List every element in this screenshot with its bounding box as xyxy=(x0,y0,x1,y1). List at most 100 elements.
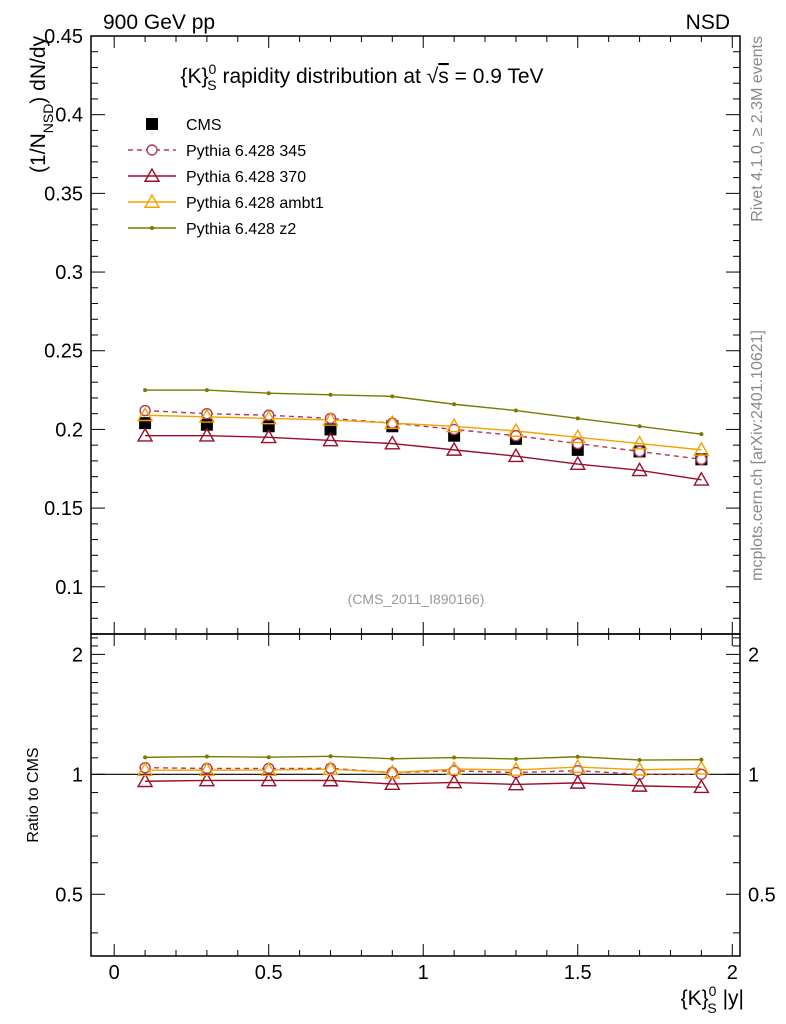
series-z2-point xyxy=(452,402,457,407)
series-z2-ratio-point xyxy=(204,754,209,759)
ratio-tick-label: 0.5 xyxy=(55,884,83,906)
series-345-point xyxy=(695,453,708,466)
y-axis-label: (1/NNSD) dN/dy xyxy=(27,36,56,173)
series-z2-point xyxy=(328,392,333,397)
series-370-ratio-point xyxy=(507,776,525,791)
series-ambt1-line xyxy=(145,414,702,451)
x-axis-label: {K}0 S |y| xyxy=(681,983,744,1016)
series-ambt1-point xyxy=(198,408,216,423)
y-tick-label: 0.45 xyxy=(44,26,83,48)
series-z2-line xyxy=(145,389,702,435)
axis-tick-labels: 0 0.5 1 1.5 2 0.1 0.15 0.2 0.25 0.3 0.35 0.4 0.45 0.5… xyxy=(44,26,776,984)
series-z2-ratio-point xyxy=(575,754,580,759)
series-370-ratio-point xyxy=(569,774,586,789)
series-370-ratio-point xyxy=(322,772,339,787)
series-ambt1-ratio-point xyxy=(445,760,463,776)
series-370-ratio-point xyxy=(384,775,401,790)
series-370-ratio-point xyxy=(198,771,216,787)
mcplots-label: mcplots.cern.ch [arXiv:2401.10621] xyxy=(749,330,766,581)
series-z2-ratio-point xyxy=(452,755,457,760)
legend-ambt1-marker xyxy=(143,193,161,208)
series-z2-point xyxy=(204,388,209,393)
header-right: NSD xyxy=(686,11,730,34)
legend-345-label: Pythia 6.428 345 xyxy=(186,143,306,160)
x-tick-label: 1 xyxy=(418,962,429,984)
series-ambt1-ratio-point xyxy=(384,764,401,779)
ratio-tick-label: 1 xyxy=(72,764,83,786)
y-tick-label: 0.1 xyxy=(55,577,83,599)
series-z2-ratio-point xyxy=(699,757,704,762)
series-z2-point xyxy=(266,391,271,396)
series-z2-point xyxy=(699,432,704,437)
series-z2-ratio-line xyxy=(145,755,702,761)
y-tick-label: 0.15 xyxy=(44,498,83,520)
series-370-point xyxy=(136,427,154,442)
series-ambt1-ratio-point xyxy=(507,761,525,776)
x-tick-label: 0 xyxy=(109,962,120,984)
series-370-point xyxy=(569,455,586,470)
series-370-point xyxy=(631,461,648,477)
series-ambt1-ratio-point xyxy=(569,758,586,774)
series-345-point xyxy=(572,437,584,450)
ratio-tick-label-right: 0.5 xyxy=(748,884,776,906)
y-tick-label: 0.35 xyxy=(44,183,83,205)
series-ambt1-point xyxy=(322,411,339,426)
y-tick-label: 0.3 xyxy=(55,262,83,284)
x-tick-label: 0.5 xyxy=(255,962,283,984)
series-370-ratio-point xyxy=(693,778,710,794)
series-z2-point xyxy=(390,394,395,399)
series-ambt1-ratio-line xyxy=(145,766,702,774)
series-z2-ratio-point xyxy=(266,755,271,760)
series-z2-ratio-point xyxy=(513,756,518,761)
series-370-point xyxy=(445,441,463,456)
ratio-frame xyxy=(90,633,741,957)
series-370-ratio-line xyxy=(145,779,702,788)
series-z2-point xyxy=(143,388,148,393)
series-z2-ratio-point xyxy=(143,755,148,760)
series-370-point xyxy=(693,471,710,486)
x-tick-label: 1.5 xyxy=(564,962,592,984)
rivet-label: Rivet 4.1.0, ≥ 2.3M events xyxy=(749,36,766,222)
series-370-ratio-point xyxy=(445,774,463,789)
series-z2-ratio-point xyxy=(328,754,333,759)
ratio-tick-label-right: 1 xyxy=(748,764,759,786)
series-ambt1-ratio-point xyxy=(260,761,277,777)
series-ambt1-ratio-point xyxy=(136,761,154,777)
legend-z2-label: Pythia 6.428 z2 xyxy=(186,221,296,238)
series-345-line xyxy=(145,409,702,461)
series-370-point xyxy=(260,428,277,444)
legend-345-marker xyxy=(146,144,158,156)
series-370-point xyxy=(384,435,401,450)
series-ambt1-point xyxy=(384,414,401,430)
series-370-ratio-point xyxy=(260,772,277,787)
ratio-lines xyxy=(145,755,702,788)
series-z2-point xyxy=(575,416,580,421)
legend-370-label: Pythia 6.428 370 xyxy=(186,169,306,186)
series-ambt1-ratio-point xyxy=(631,761,648,776)
series-370-point xyxy=(507,447,525,463)
series-lines xyxy=(145,389,702,481)
legend-370-marker xyxy=(143,167,161,182)
header-left: 900 GeV pp xyxy=(103,11,215,34)
legend-z2-marker xyxy=(150,226,154,230)
series-ambt1-ratio-point xyxy=(693,760,710,775)
cms-data-point xyxy=(324,423,337,436)
series-345-point xyxy=(633,445,646,458)
series-ambt1-point xyxy=(260,409,277,425)
series-370-line xyxy=(145,435,702,481)
ratio-tick-label-right: 2 xyxy=(748,644,759,666)
series-370-point xyxy=(322,432,339,447)
y-tick-label: 0.2 xyxy=(55,419,83,441)
series-z2-ratio-point xyxy=(390,756,395,761)
series-370-ratio-point xyxy=(631,777,648,792)
y-tick-label: 0.25 xyxy=(44,341,83,363)
x-tick-label: 2 xyxy=(727,962,738,984)
series-ambt1-ratio-point xyxy=(322,760,339,776)
analysis-tag: (CMS_2011_I890166) xyxy=(348,591,485,607)
series-ambt1-point xyxy=(507,422,525,437)
ratio-y-axis-label: Ratio to CMS xyxy=(25,747,42,842)
series-345-ratio-line xyxy=(145,766,702,776)
chart-title: {K}0 S rapidity distribution at √s = 0.9 … xyxy=(180,61,543,93)
ratio-tick-label: 2 xyxy=(72,644,83,666)
